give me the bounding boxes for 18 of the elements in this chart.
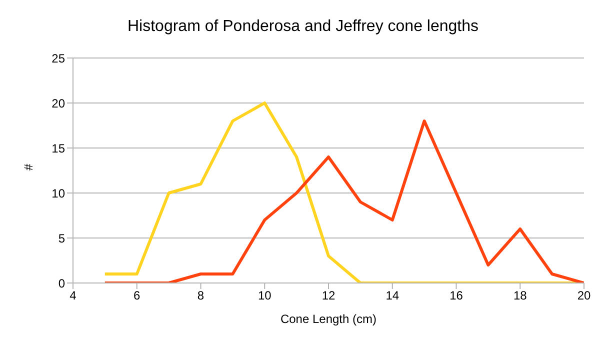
y-tick-label: 15 — [52, 141, 66, 156]
y-tick-label: 25 — [52, 51, 66, 66]
y-tick-label: 5 — [58, 231, 66, 246]
y-tick-label: 10 — [52, 186, 66, 200]
y-axis-title: # — [21, 164, 36, 170]
y-tick-label: 0 — [58, 276, 66, 290]
x-tick-label: 14 — [386, 288, 400, 303]
chart-title: Histogram of Ponderosa and Jeffrey cone lengths — [126, 17, 480, 37]
x-tick-label: 12 — [322, 288, 336, 303]
x-axis-title: Cone Length (cm) — [280, 312, 377, 326]
x-tick-label: 18 — [513, 288, 528, 303]
x-tick-label: 6 — [134, 288, 141, 303]
x-tick-label: 20 — [577, 288, 591, 303]
y-tick-label: 20 — [52, 96, 66, 110]
x-tick-label: 4 — [70, 288, 77, 303]
x-tick-label: 16 — [450, 288, 464, 303]
x-tick-label: 10 — [258, 288, 272, 303]
x-tick-label: 8 — [197, 288, 204, 303]
